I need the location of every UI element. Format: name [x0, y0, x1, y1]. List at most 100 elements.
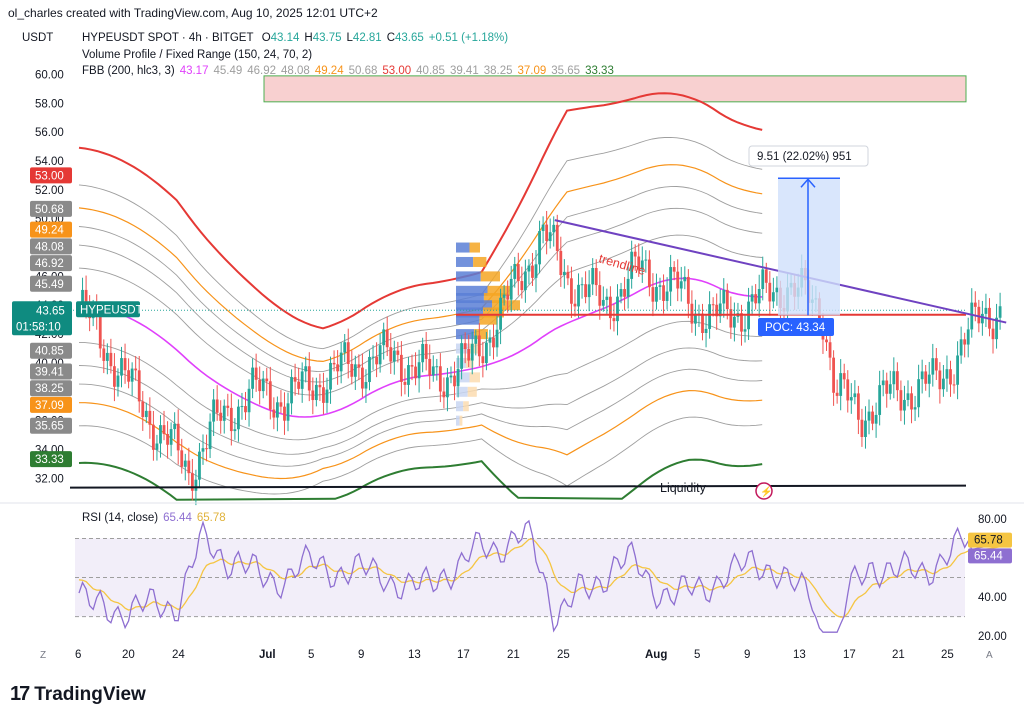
fbb-band-u5: [78, 136, 763, 350]
volume-profile-sell-bar-12: [467, 386, 477, 397]
candle-body: [311, 390, 315, 401]
rsi-legend[interactable]: RSI (14, close) 65.44 65.78: [82, 512, 231, 524]
candle-body: [371, 356, 375, 358]
candle-body: [963, 339, 967, 345]
candle-body: [584, 284, 588, 298]
candle-body: [580, 284, 584, 286]
volume-profile-bar-5: [456, 300, 492, 311]
candle-body: [740, 313, 743, 332]
candle-body: [470, 343, 474, 361]
candle-body: [853, 393, 857, 398]
candle-body: [942, 378, 945, 390]
candle-body: [350, 363, 354, 377]
candle-body: [704, 328, 708, 333]
fbb-band-u6: [78, 92, 763, 330]
candle-body: [389, 347, 393, 362]
price-tick: 32.00: [35, 473, 64, 485]
candle-body: [102, 348, 106, 361]
candle-body: [219, 412, 223, 421]
candle-body: [300, 371, 304, 389]
candle-body: [973, 302, 977, 307]
tradingview-brand: 17 TradingView: [10, 683, 146, 705]
volume-profile-sell-bar-13: [463, 401, 469, 412]
auto-scale-button: A: [986, 650, 993, 661]
volume-profile-bar-6: [456, 307, 483, 318]
candle-body: [424, 343, 428, 359]
candle-body: [832, 357, 835, 393]
volume-profile-legend[interactable]: Volume Profile / Fixed Range (150, 24, 7…: [82, 49, 313, 61]
candle-body: [84, 289, 88, 306]
candle-body: [509, 278, 513, 300]
candle-body: [683, 276, 687, 282]
candle-body: [127, 370, 130, 382]
trendline-label: trendline: [597, 251, 647, 278]
measure-label: 9.51 (22.02%) 951: [757, 151, 852, 163]
volume-profile-sell-bar-1: [473, 256, 487, 267]
candle-body: [304, 366, 308, 372]
candle-body: [662, 285, 665, 301]
candle-body: [137, 370, 141, 402]
candle-body: [885, 380, 889, 394]
time-tick: 9: [744, 649, 750, 661]
candle-body: [623, 289, 626, 297]
volume-profile-sell-bar-3: [487, 285, 512, 296]
candle-body: [984, 307, 988, 314]
volume-profile-bar-3: [456, 285, 488, 296]
candle-body: [307, 366, 311, 391]
candle-body: [775, 287, 779, 293]
price-label-box: [30, 238, 72, 255]
candle-body: [222, 405, 226, 421]
fbb-legend[interactable]: FBB (200, hlc3, 3) 43.17 45.49 46.92 48.08 49…: [82, 65, 624, 77]
candle-body: [130, 368, 134, 382]
price-label-box: [30, 275, 72, 292]
candle-body: [616, 296, 619, 322]
candle-body: [275, 402, 279, 418]
last-price: 43.65: [36, 305, 65, 317]
candle-body: [562, 271, 566, 276]
symbol-title[interactable]: HYPEUSDT SPOT · 4h · BITGET: [82, 32, 254, 44]
fbb-value-3: 48.08: [281, 65, 310, 77]
candle-body: [183, 460, 187, 467]
measure-box: [778, 178, 840, 316]
candle-body: [410, 365, 414, 367]
fbb-value-4: 49.24: [314, 65, 344, 77]
price-tick: 56.00: [35, 127, 64, 139]
volume-profile-bar-2: [456, 271, 481, 282]
candle-body: [169, 429, 173, 445]
candle-body: [676, 271, 680, 289]
candle-body: [771, 292, 775, 302]
candle-body: [414, 366, 417, 379]
fbb-value-6: 53.00: [382, 65, 412, 77]
candle-body: [626, 278, 630, 297]
time-tick: 5: [694, 649, 700, 661]
candle-body: [375, 356, 378, 365]
candle-body: [435, 366, 439, 368]
fbb-band-u4: [78, 164, 763, 363]
price-label-box: [30, 417, 72, 434]
candle-body: [871, 411, 874, 424]
fbb-value-11: 35.65: [551, 65, 581, 77]
price-label-box: [30, 342, 72, 359]
chart-credit: ol_charles created with TradingView.com,…: [8, 6, 378, 20]
candle-body: [134, 368, 138, 371]
rsi-ma-label: 65.78: [974, 535, 1003, 547]
candle-body: [495, 329, 499, 348]
fbb-value-5: 50.68: [348, 65, 378, 77]
candle-body: [609, 296, 612, 319]
candle-body: [368, 356, 371, 383]
time-tick: 6: [75, 649, 81, 661]
candle-body: [644, 259, 648, 261]
candle-body: [598, 285, 602, 306]
candle-body: [591, 267, 595, 285]
candle-body: [647, 259, 651, 288]
candle-body: [534, 264, 538, 278]
candle-body: [757, 289, 761, 304]
candle-body: [428, 358, 432, 376]
candle-body: [903, 399, 906, 411]
candle-body: [318, 384, 322, 388]
volume-profile-bar-13: [456, 401, 464, 412]
fbb-band-u3: [78, 186, 763, 373]
rsi-value: 65.44: [163, 512, 192, 524]
candle-body: [835, 392, 839, 396]
